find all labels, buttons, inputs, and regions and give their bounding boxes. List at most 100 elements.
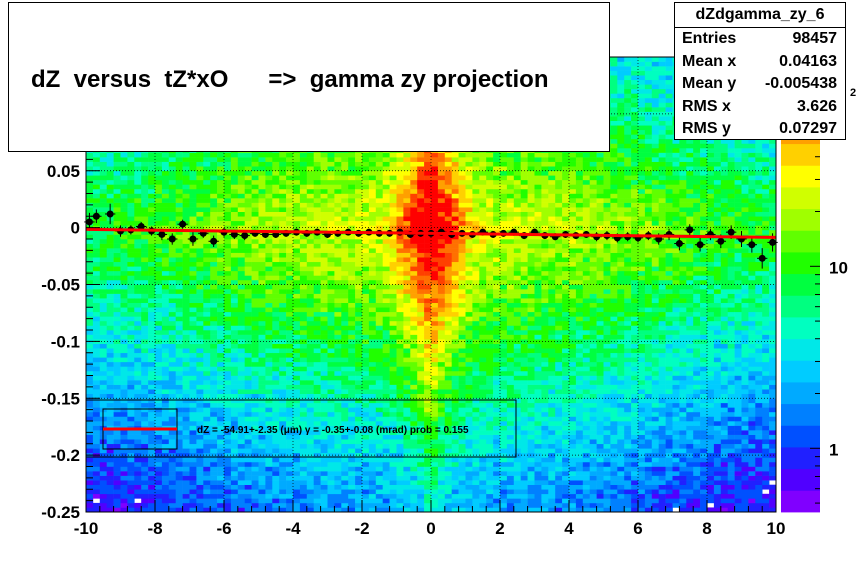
heatmap-cell bbox=[355, 361, 363, 367]
heatmap-cell bbox=[279, 448, 287, 454]
heatmap-cell bbox=[175, 170, 183, 176]
heatmap-cell bbox=[341, 457, 349, 463]
heatmap-cell bbox=[251, 502, 259, 508]
heatmap-cell bbox=[362, 480, 370, 485]
heatmap-cell bbox=[237, 216, 245, 222]
heatmap-cell bbox=[327, 266, 335, 272]
heatmap-cell bbox=[286, 188, 294, 194]
heatmap-cell bbox=[92, 493, 101, 499]
heatmap-cell bbox=[424, 275, 432, 281]
heatmap-cell bbox=[175, 266, 183, 272]
heatmap-cell bbox=[362, 179, 370, 185]
heatmap-cell bbox=[396, 248, 404, 253]
heatmap-cell bbox=[86, 184, 94, 190]
heatmap-cell bbox=[403, 193, 411, 199]
heatmap-cell bbox=[217, 452, 225, 458]
heatmap-cell bbox=[230, 461, 239, 467]
heatmap-cell bbox=[155, 270, 163, 276]
heatmap-cell bbox=[327, 334, 335, 340]
heatmap-cell bbox=[389, 307, 397, 313]
heatmap-cell bbox=[306, 188, 314, 194]
heatmap-cell bbox=[210, 211, 218, 217]
heatmap-cell bbox=[141, 343, 149, 349]
heatmap-cell bbox=[258, 439, 266, 445]
heatmap-cell bbox=[396, 489, 404, 495]
heatmap-cell bbox=[389, 421, 397, 426]
heatmap-cell bbox=[299, 211, 308, 217]
heatmap-cell bbox=[189, 311, 197, 317]
heatmap-cell bbox=[113, 366, 121, 372]
heatmap-cell bbox=[293, 188, 301, 194]
heatmap-cell bbox=[306, 243, 314, 249]
heatmap-cell bbox=[148, 443, 156, 449]
heatmap-cell bbox=[286, 357, 294, 363]
heatmap-cell bbox=[92, 411, 101, 417]
heatmap-cell bbox=[368, 234, 377, 240]
heatmap-cell bbox=[182, 279, 190, 285]
heatmap-cell bbox=[203, 448, 211, 454]
heatmap-cell bbox=[403, 393, 411, 399]
heatmap-cell bbox=[217, 184, 225, 190]
heatmap-cell bbox=[161, 316, 170, 322]
heatmap-cell bbox=[396, 443, 404, 449]
heatmap-cell bbox=[368, 357, 377, 363]
heatmap-cell bbox=[341, 480, 349, 485]
heatmap-cell bbox=[293, 257, 301, 263]
heatmap-cell bbox=[148, 266, 156, 272]
heatmap-cell bbox=[237, 266, 245, 272]
heatmap-cell bbox=[127, 234, 135, 240]
heatmap-cell bbox=[424, 443, 432, 449]
heatmap-cell bbox=[217, 375, 225, 381]
heatmap-cell bbox=[355, 507, 363, 513]
heatmap-cell bbox=[244, 348, 252, 354]
heatmap-cell bbox=[155, 389, 163, 394]
heatmap-cell bbox=[155, 302, 163, 308]
heatmap-cell bbox=[217, 380, 225, 385]
heatmap-cell bbox=[196, 207, 204, 212]
heatmap-cell bbox=[155, 275, 163, 281]
heatmap-cell bbox=[134, 239, 142, 244]
heatmap-cell bbox=[320, 307, 328, 313]
heatmap-cell bbox=[230, 152, 239, 158]
heatmap-cell bbox=[265, 407, 273, 413]
heatmap-cell bbox=[203, 325, 211, 331]
heatmap-cell bbox=[417, 489, 425, 495]
heatmap-cell bbox=[182, 307, 190, 313]
heatmap-cell bbox=[389, 266, 397, 272]
heatmap-cell bbox=[203, 198, 211, 203]
heatmap-cell bbox=[155, 298, 163, 303]
heatmap-cell bbox=[196, 166, 204, 172]
heatmap-cell bbox=[396, 161, 404, 167]
heatmap-cell bbox=[141, 229, 149, 235]
heatmap-cell bbox=[113, 325, 121, 331]
heatmap-cell bbox=[155, 461, 163, 467]
heatmap-cell bbox=[189, 475, 197, 481]
heatmap-cell bbox=[168, 366, 176, 372]
heatmap-cell bbox=[272, 220, 280, 226]
heatmap-cell bbox=[362, 266, 370, 272]
heatmap-cell bbox=[161, 384, 170, 390]
heatmap-cell bbox=[141, 398, 149, 404]
heatmap-cell bbox=[396, 384, 404, 390]
heatmap-cell bbox=[127, 389, 135, 394]
heatmap-cell bbox=[410, 407, 418, 413]
heatmap-cell bbox=[224, 507, 232, 513]
heatmap-cell bbox=[396, 416, 404, 422]
heatmap-cell bbox=[251, 480, 259, 485]
heatmap-cell bbox=[272, 443, 280, 449]
heatmap-cell bbox=[396, 239, 404, 244]
heatmap-cell bbox=[134, 220, 142, 226]
heatmap-cell bbox=[368, 184, 377, 190]
heatmap-cell bbox=[155, 402, 163, 408]
heatmap-cell bbox=[92, 484, 101, 490]
heatmap-cell bbox=[217, 266, 225, 272]
heatmap-cell bbox=[237, 330, 245, 335]
heatmap-cell bbox=[396, 257, 404, 263]
heatmap-cell bbox=[258, 443, 266, 449]
heatmap-cell bbox=[327, 225, 335, 231]
heatmap-cell bbox=[417, 398, 425, 404]
heatmap-cell bbox=[265, 248, 273, 253]
heatmap-cell bbox=[127, 298, 135, 303]
heatmap-cell bbox=[368, 398, 377, 404]
heatmap-cell bbox=[106, 466, 114, 472]
